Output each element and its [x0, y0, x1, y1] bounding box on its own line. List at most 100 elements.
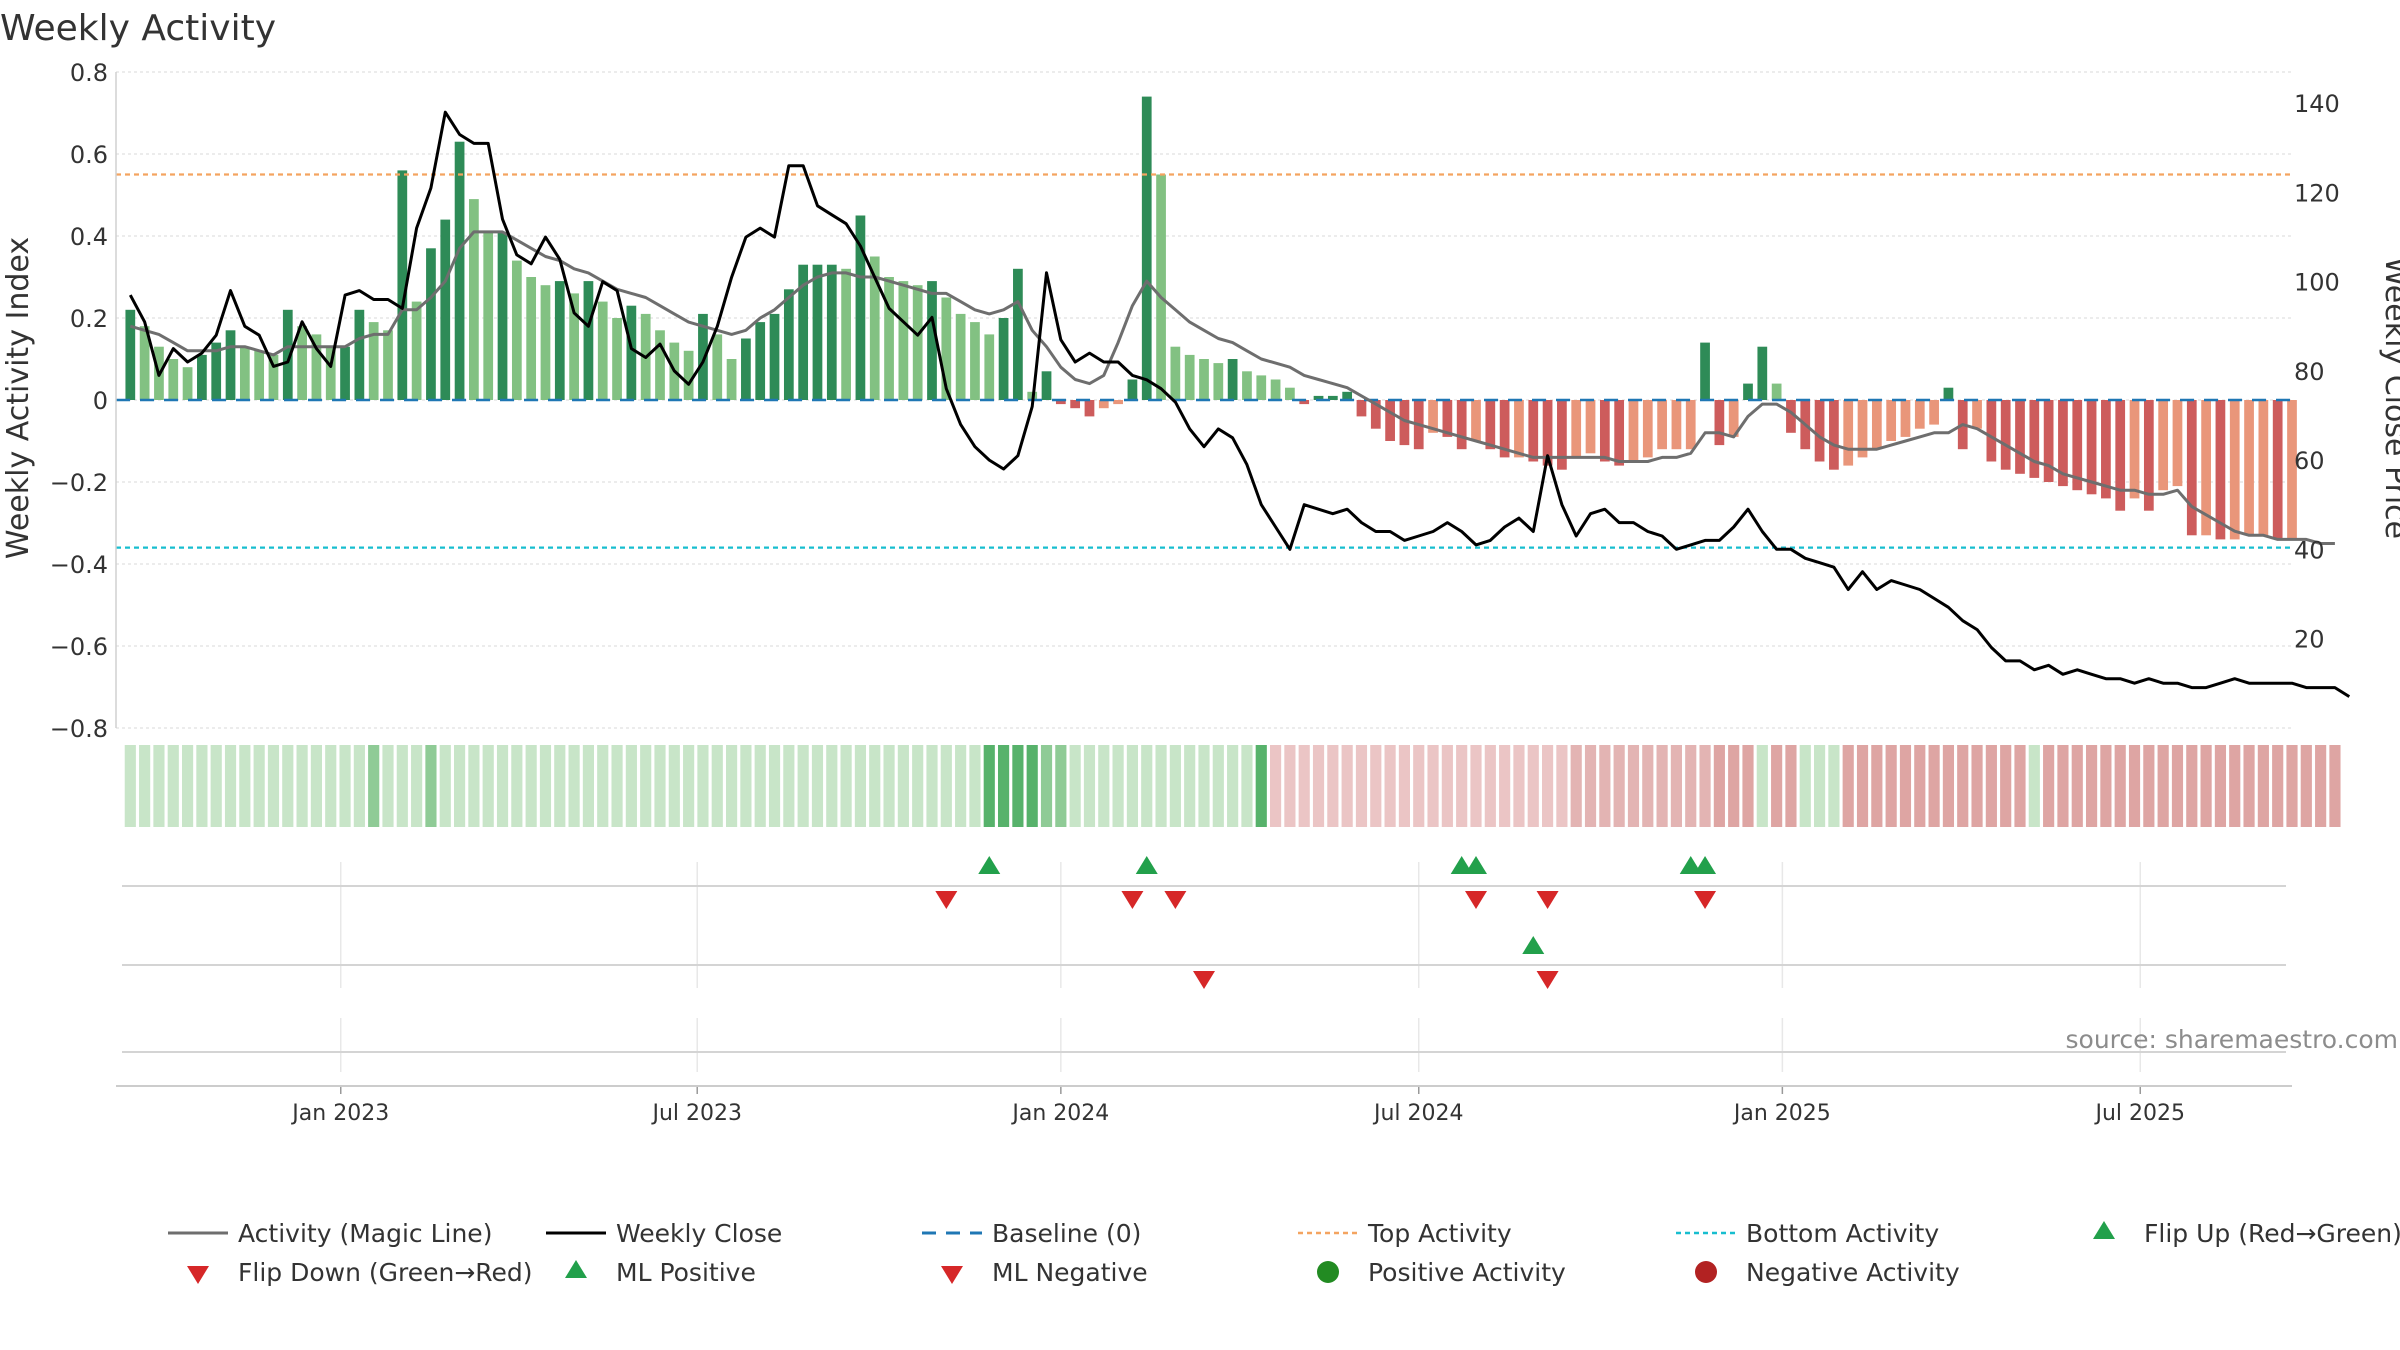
activity-bar: [2215, 400, 2226, 540]
activity-bar: [325, 346, 336, 400]
ml-strip-cell: [1012, 745, 1024, 827]
activity-bar: [1900, 400, 1911, 437]
activity-bar: [2015, 400, 2025, 474]
ml-strip-cell: [1441, 745, 1453, 827]
activity-bar: [2072, 400, 2083, 491]
activity-bar: [597, 301, 608, 400]
activity-bar: [1270, 379, 1281, 400]
activity-bar: [826, 264, 837, 400]
ml-strip-cell: [181, 745, 194, 827]
ml-strip: [124, 745, 2341, 827]
activity-bar: [1342, 391, 1353, 400]
ml-strip-cell: [711, 745, 723, 827]
y-tick-left: 0.4: [70, 223, 108, 251]
ml-strip-cell: [1184, 745, 1196, 827]
ml-strip-cell: [1126, 745, 1139, 827]
ml-strip-cell: [425, 745, 437, 827]
activity-bar: [1370, 400, 1381, 429]
ml-strip-cell: [1942, 745, 1955, 827]
ml-strip-cell: [282, 745, 294, 827]
y-tick-right: 40: [2294, 536, 2325, 564]
ml-strip-cell: [2229, 745, 2241, 827]
activity-bar: [1542, 400, 1553, 466]
activity-bar: [655, 330, 665, 400]
activity-bar: [469, 199, 479, 400]
activity-bar: [2143, 400, 2154, 511]
y-tick-left: −0.8: [50, 715, 108, 743]
legend-label: Weekly Close: [616, 1219, 782, 1248]
flip-up-marker: [1694, 856, 1717, 874]
ml-strip-cell: [224, 745, 237, 827]
activity-bar: [1814, 400, 1825, 462]
ml-strip-cell: [897, 745, 909, 827]
activity-bar: [1399, 400, 1410, 446]
ml-strip-cell: [754, 745, 766, 827]
activity-bar: [483, 231, 494, 400]
ml-strip-cell: [525, 745, 537, 827]
activity-bar: [1327, 395, 1338, 400]
legend-label: ML Positive: [616, 1258, 756, 1287]
activity-bar: [1700, 342, 1710, 400]
activity-bar: [626, 305, 637, 400]
activity-bar: [2000, 400, 2011, 470]
legend-label: Top Activity: [1367, 1219, 1512, 1248]
activity-bar: [268, 354, 279, 400]
ml-strip-cell: [854, 745, 867, 827]
ml-strip-cell: [2300, 745, 2312, 827]
activity-bar: [1871, 400, 1882, 450]
ml-strip-cell: [468, 745, 480, 827]
ml-strip-cell: [1914, 745, 1926, 827]
activity-bar: [1685, 400, 1696, 450]
ml-strip-cell: [969, 745, 981, 827]
activity-bar: [941, 297, 952, 400]
activity-bar: [1127, 379, 1138, 400]
activity-bar: [197, 354, 207, 400]
activity-bar: [2258, 400, 2269, 536]
ml-strip-cell: [1112, 745, 1124, 827]
activity-bar: [1972, 400, 1982, 429]
activity-bar: [569, 293, 579, 400]
ml-strip-cell: [453, 745, 466, 827]
legend-item: ML Positive: [565, 1258, 756, 1287]
ml-strip-cell: [1169, 745, 1181, 827]
legend-label: Bottom Activity: [1746, 1219, 1939, 1248]
activity-bar: [511, 260, 522, 400]
ml-strip-cell: [196, 745, 208, 827]
activity-bar: [426, 248, 436, 400]
activity-bar: [1070, 400, 1081, 409]
activity-bar: [2115, 400, 2126, 511]
activity-bar: [798, 264, 809, 400]
ml-strip-cell: [1699, 745, 1711, 827]
ml-strip-cell: [1341, 745, 1353, 827]
ml-strip-cell: [1613, 745, 1625, 827]
activity-bar: [855, 215, 866, 400]
activity-bar: [1385, 400, 1395, 441]
ml-positive-marker: [1522, 936, 1545, 954]
activity-bar: [1829, 400, 1839, 470]
legend-label: Baseline (0): [992, 1219, 1141, 1248]
activity-bar: [1227, 359, 1238, 400]
activity-bar: [2029, 400, 2040, 478]
legend-swatch: [1317, 1261, 1339, 1283]
ml-strip-cell: [1799, 745, 1811, 827]
ml-strip-cell: [539, 745, 552, 827]
x-tick-label: Jan 2023: [290, 1101, 389, 1126]
ml-strip-cell: [1212, 745, 1224, 827]
activity-bar: [769, 313, 780, 400]
legend-swatch: [941, 1266, 963, 1284]
x-tick-label: Jul 2023: [650, 1101, 742, 1126]
activity-bar: [2101, 400, 2111, 499]
activity-bar: [2172, 400, 2183, 487]
ml-strip-cell: [768, 745, 781, 827]
ml-strip-cell: [1370, 745, 1382, 827]
ml-strip-cell: [1670, 745, 1683, 827]
y-tick-right: 20: [2294, 626, 2325, 654]
activity-bar: [898, 281, 909, 400]
activity-bar: [841, 268, 851, 400]
ml-strip-cell: [940, 745, 952, 827]
x-tick-label: Jan 2024: [1010, 1101, 1109, 1126]
signal-markers: [935, 856, 1717, 989]
y-tick-left: −0.2: [50, 469, 108, 497]
ml-strip-cell: [1756, 745, 1768, 827]
ml-strip-cell: [625, 745, 637, 827]
